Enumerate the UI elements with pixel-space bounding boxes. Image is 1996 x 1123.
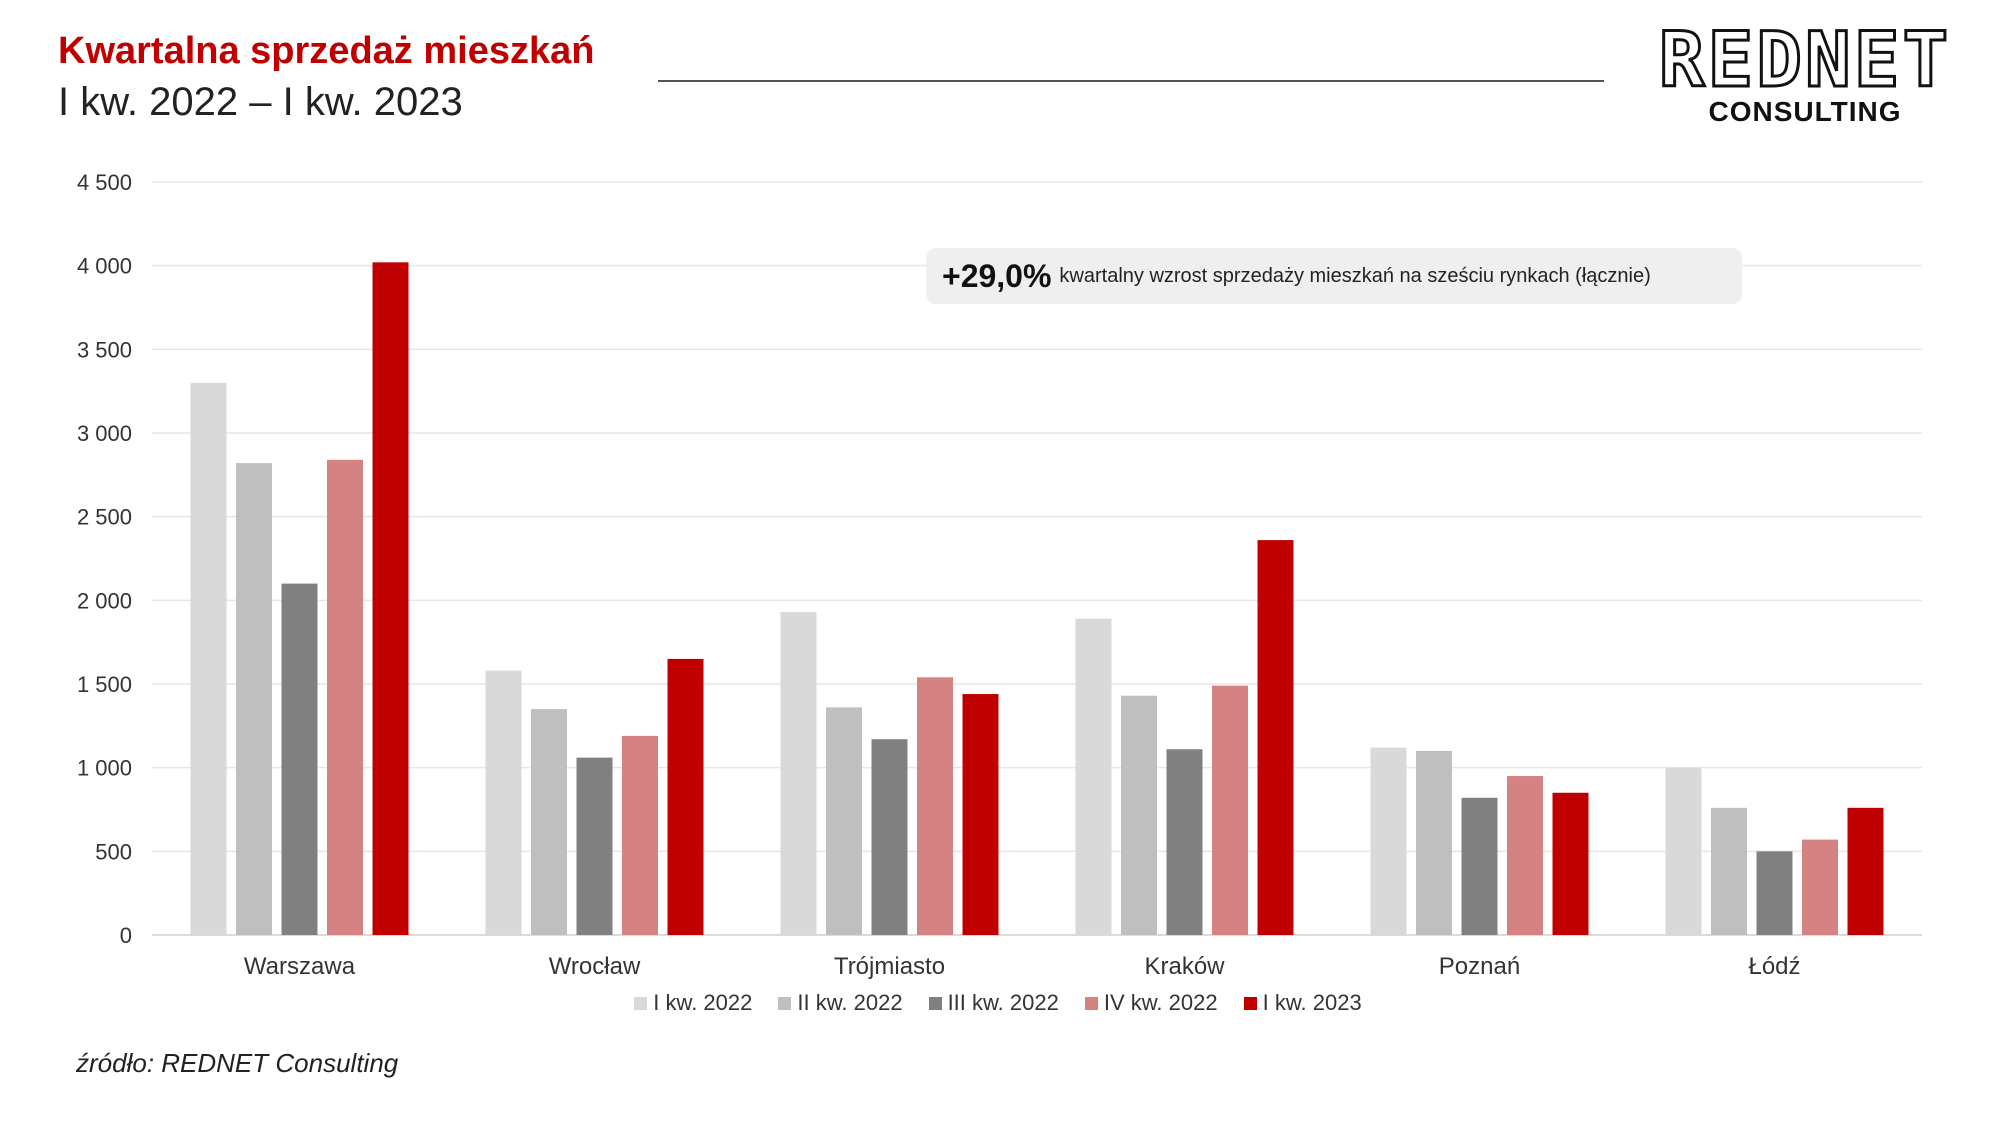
bar — [667, 658, 704, 935]
logo-subtitle: CONSULTING — [1708, 96, 1902, 127]
legend-item: II kw. 2022 — [778, 990, 903, 1016]
legend-item: I kw. 2022 — [634, 990, 752, 1016]
bar — [1665, 767, 1702, 935]
growth-callout: +29,0% kwartalny wzrost sprzedaży mieszk… — [926, 248, 1742, 304]
bar — [1552, 792, 1589, 935]
y-tick-label: 2 500 — [77, 505, 132, 530]
bar — [1075, 618, 1112, 935]
bar — [281, 583, 318, 935]
logo-wordmark: REDNET — [1657, 15, 1952, 104]
callout-text: kwartalny wzrost sprzedaży mieszkań na s… — [1059, 264, 1651, 287]
page-title: Kwartalna sprzedaż mieszkań — [58, 30, 595, 72]
legend-item: I kw. 2023 — [1243, 990, 1362, 1016]
bar — [1257, 540, 1294, 935]
bar — [826, 707, 862, 935]
bar — [190, 382, 227, 935]
bar — [871, 739, 908, 935]
x-tick-label: Wrocław — [549, 953, 641, 980]
bar — [1756, 851, 1793, 935]
legend-swatch — [1084, 996, 1098, 1010]
bar — [1121, 695, 1157, 935]
bar — [372, 262, 409, 935]
y-tick-label: 1 000 — [77, 756, 132, 781]
x-tick-label: Trójmiasto — [834, 953, 945, 980]
legend-swatch — [778, 996, 792, 1010]
y-tick-label: 2 000 — [77, 588, 132, 613]
bar — [1370, 747, 1407, 935]
x-tick-label: Poznań — [1439, 953, 1520, 980]
bar — [1461, 797, 1498, 935]
bar — [1507, 776, 1543, 935]
legend-label: I kw. 2022 — [653, 990, 753, 1015]
bar — [327, 459, 363, 935]
bar — [1416, 750, 1452, 935]
legend-swatch — [634, 996, 648, 1010]
page-subtitle: I kw. 2022 – I kw. 2023 — [58, 80, 463, 124]
y-tick-label: 4 500 — [77, 170, 132, 195]
x-tick-label: Łódź — [1748, 953, 1800, 980]
bar — [1166, 749, 1203, 935]
title-divider — [658, 80, 1604, 82]
x-tick-label: Kraków — [1144, 953, 1225, 980]
legend-swatch — [928, 996, 942, 1010]
legend-item: IV kw. 2022 — [1084, 990, 1218, 1016]
legend-label: IV kw. 2022 — [1103, 990, 1218, 1015]
source-note: źródło: REDNET Consulting — [76, 1048, 399, 1078]
bar — [622, 735, 658, 935]
y-tick-label: 3 000 — [77, 421, 132, 446]
bar — [962, 694, 999, 935]
y-tick-label: 1 500 — [77, 672, 132, 697]
bar — [917, 677, 953, 935]
rednet-logo: REDNET CONSULTING — [1640, 15, 1970, 127]
bar — [780, 612, 817, 935]
legend-label: III kw. 2022 — [947, 990, 1059, 1015]
bar — [531, 709, 567, 935]
callout-value: +29,0% — [942, 257, 1052, 294]
bar — [1847, 807, 1884, 935]
bar — [576, 757, 613, 935]
y-tick-label: 500 — [95, 839, 132, 864]
legend-swatch — [1243, 996, 1257, 1010]
y-tick-label: 4 000 — [77, 254, 132, 279]
legend-label: II kw. 2022 — [797, 990, 903, 1015]
bar — [1711, 807, 1747, 935]
x-tick-label: Warszawa — [244, 953, 356, 980]
chart-legend: I kw. 2022 II kw. 2022 III kw. 2022 IV kw. … — [0, 990, 1996, 1016]
bar — [236, 463, 272, 935]
legend-item: III kw. 2022 — [928, 990, 1059, 1016]
bar — [1802, 839, 1838, 935]
bar — [485, 670, 522, 935]
legend-label: I kw. 2023 — [1262, 990, 1362, 1015]
y-tick-label: 0 — [120, 923, 132, 948]
bar — [1212, 685, 1248, 935]
y-tick-label: 3 500 — [77, 337, 132, 362]
